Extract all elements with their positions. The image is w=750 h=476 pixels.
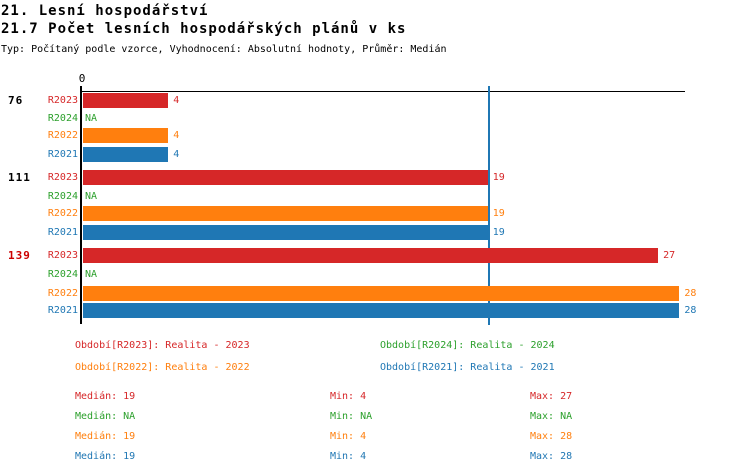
category-label: 139 bbox=[8, 249, 31, 262]
category-label: 111 bbox=[8, 171, 31, 184]
y-axis-line bbox=[80, 86, 82, 324]
stat-max-R2024: Max: NA bbox=[530, 411, 573, 422]
x-axis-origin-label: 0 bbox=[78, 72, 86, 85]
bar-row-76-R2022: R2022 4 bbox=[0, 128, 750, 143]
stat-max-R2021: Max: 28 bbox=[530, 451, 573, 462]
bar bbox=[83, 128, 169, 143]
category-label: 76 bbox=[8, 94, 24, 107]
legend-item-R2021: Období[R2021]: Realita - 2021 bbox=[380, 362, 555, 373]
bar-row-111-R2023: 111 R2023 19 bbox=[0, 170, 750, 185]
series-label: R2023 bbox=[47, 95, 78, 106]
page-title: 21. Lesní hospodářství bbox=[1, 3, 209, 19]
stat-max-R2023: Max: 27 bbox=[530, 391, 573, 402]
na-value-label: NA bbox=[85, 113, 98, 124]
bar-value-label: 4 bbox=[173, 130, 180, 141]
chart-subtitle: Typ: Počítaný podle vzorce, Vyhodnocení:… bbox=[1, 44, 447, 55]
bar bbox=[83, 206, 488, 221]
series-label: R2021 bbox=[47, 305, 78, 316]
stat-min-R2023: Min: 4 bbox=[330, 391, 367, 402]
stat-median-R2024: Medián: NA bbox=[75, 411, 136, 422]
chart-title: 21.7 Počet lesních hospodářských plánů v… bbox=[1, 21, 407, 37]
bar-value-label: 28 bbox=[684, 288, 697, 299]
bar-row-139-R2024: R2024 NA bbox=[0, 267, 750, 282]
series-label: R2023 bbox=[47, 250, 78, 261]
stat-max-R2022: Max: 28 bbox=[530, 431, 573, 442]
legend-item-R2023: Období[R2023]: Realita - 2023 bbox=[75, 340, 250, 351]
bar bbox=[83, 248, 659, 263]
stat-min-R2022: Min: 4 bbox=[330, 431, 367, 442]
bar bbox=[83, 303, 680, 318]
bar-value-label: 19 bbox=[492, 172, 505, 183]
series-label: R2024 bbox=[47, 113, 78, 124]
bar-row-139-R2021: R2021 28 bbox=[0, 303, 750, 318]
bar-value-label: 4 bbox=[173, 95, 180, 106]
bar-row-139-R2022: R2022 28 bbox=[0, 286, 750, 301]
na-value-label: NA bbox=[85, 269, 98, 280]
bar bbox=[83, 170, 488, 185]
bar bbox=[83, 225, 488, 240]
series-label: R2022 bbox=[47, 288, 78, 299]
series-label: R2023 bbox=[47, 172, 78, 183]
stat-min-R2024: Min: NA bbox=[330, 411, 373, 422]
bar-value-label: 27 bbox=[663, 250, 676, 261]
bar-row-111-R2024: R2024 NA bbox=[0, 189, 750, 204]
median-reference-line bbox=[487, 86, 490, 325]
bar bbox=[83, 286, 680, 301]
series-label: R2022 bbox=[47, 130, 78, 141]
bar-value-label: 28 bbox=[684, 305, 697, 316]
legend-item-R2022: Období[R2022]: Realita - 2022 bbox=[75, 362, 250, 373]
stat-median-R2022: Medián: 19 bbox=[75, 431, 136, 442]
bar-row-76-R2023: 76 R2023 4 bbox=[0, 93, 750, 108]
stat-median-R2021: Medián: 19 bbox=[75, 451, 136, 462]
series-label: R2024 bbox=[47, 269, 78, 280]
series-label: R2022 bbox=[47, 208, 78, 219]
bar-row-139-R2023: 139 R2023 27 bbox=[0, 248, 750, 263]
na-value-label: NA bbox=[85, 191, 98, 202]
x-axis-top-line bbox=[81, 91, 685, 92]
bar bbox=[83, 93, 169, 108]
bar-row-76-R2021: R2021 4 bbox=[0, 147, 750, 162]
bar-value-label: 19 bbox=[492, 227, 505, 238]
bar-row-76-R2024: R2024 NA bbox=[0, 111, 750, 126]
stat-min-R2021: Min: 4 bbox=[330, 451, 367, 462]
bar bbox=[83, 147, 169, 162]
bar-row-111-R2021: R2021 19 bbox=[0, 225, 750, 240]
legend-item-R2024: Období[R2024]: Realita - 2024 bbox=[380, 340, 555, 351]
stat-median-R2023: Medián: 19 bbox=[75, 391, 136, 402]
series-label: R2021 bbox=[47, 149, 78, 160]
bar-row-111-R2022: R2022 19 bbox=[0, 206, 750, 221]
series-label: R2024 bbox=[47, 191, 78, 202]
bar-value-label: 19 bbox=[492, 208, 505, 219]
bar-value-label: 4 bbox=[173, 149, 180, 160]
series-label: R2021 bbox=[47, 227, 78, 238]
